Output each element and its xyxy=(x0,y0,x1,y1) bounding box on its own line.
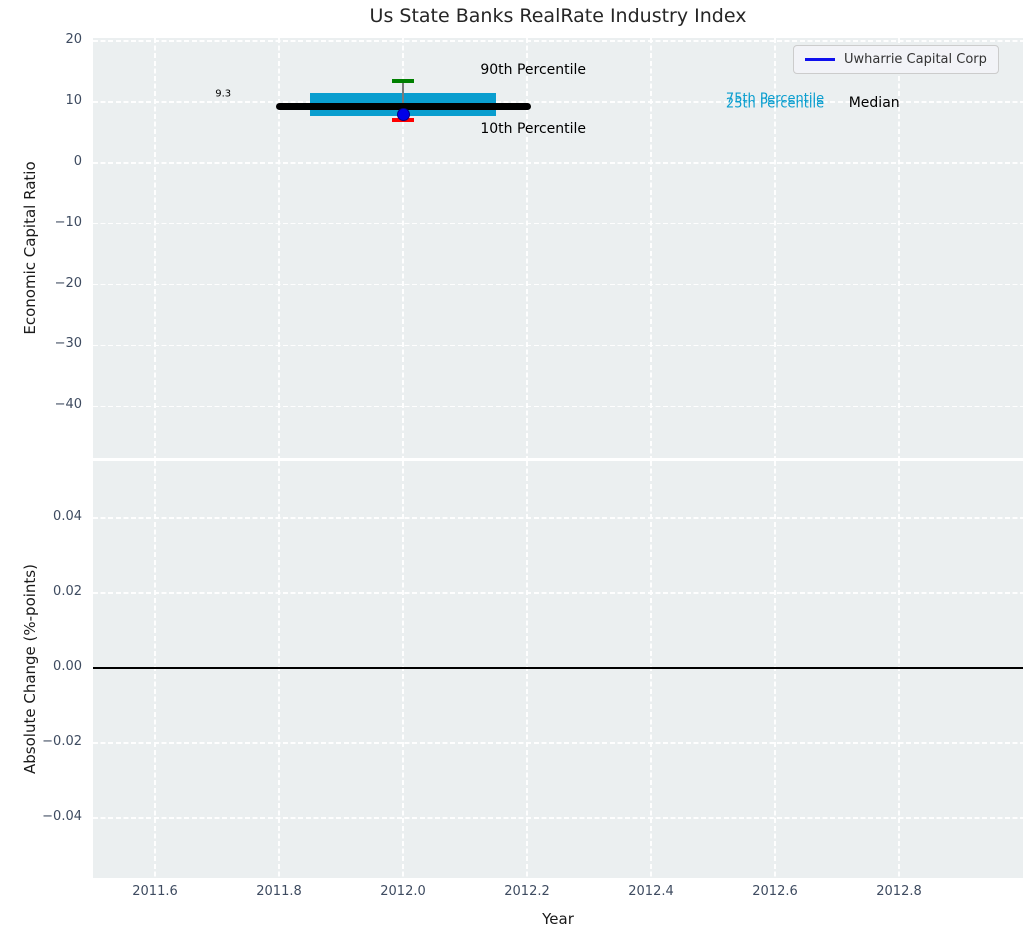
axes-economic-capital-ratio xyxy=(93,38,1023,458)
y-tick-label: −0.04 xyxy=(42,809,82,824)
y-tick-label: 20 xyxy=(65,32,82,48)
y-tick-label: 10 xyxy=(65,92,82,108)
x-tick-label: 2012.0 xyxy=(380,884,426,899)
y-tick-label: 0.04 xyxy=(53,509,82,524)
x-tick-label: 2012.6 xyxy=(752,884,798,899)
x-axis-label: Year xyxy=(542,910,574,928)
y-axis-label-bottom: Absolute Change (%-points) xyxy=(21,564,39,774)
legend-label: Uwharrie Capital Corp xyxy=(844,52,987,67)
x-tick-label: 2012.4 xyxy=(628,884,674,899)
axes-absolute-change xyxy=(93,461,1023,878)
x-tick-label: 2012.2 xyxy=(504,884,550,899)
legend-line-icon xyxy=(805,58,835,61)
x-tick-label: 2012.8 xyxy=(876,884,922,899)
y-axis-label-top: Economic Capital Ratio xyxy=(21,161,39,335)
chart-title: Us State Banks RealRate Industry Index xyxy=(369,5,747,27)
x-tick-label: 2011.8 xyxy=(256,884,302,899)
y-tick-label: −40 xyxy=(54,397,82,413)
x-tick-label: 2011.6 xyxy=(132,884,178,899)
y-tick-label: −30 xyxy=(54,336,82,352)
legend: Uwharrie Capital Corp xyxy=(793,45,999,74)
